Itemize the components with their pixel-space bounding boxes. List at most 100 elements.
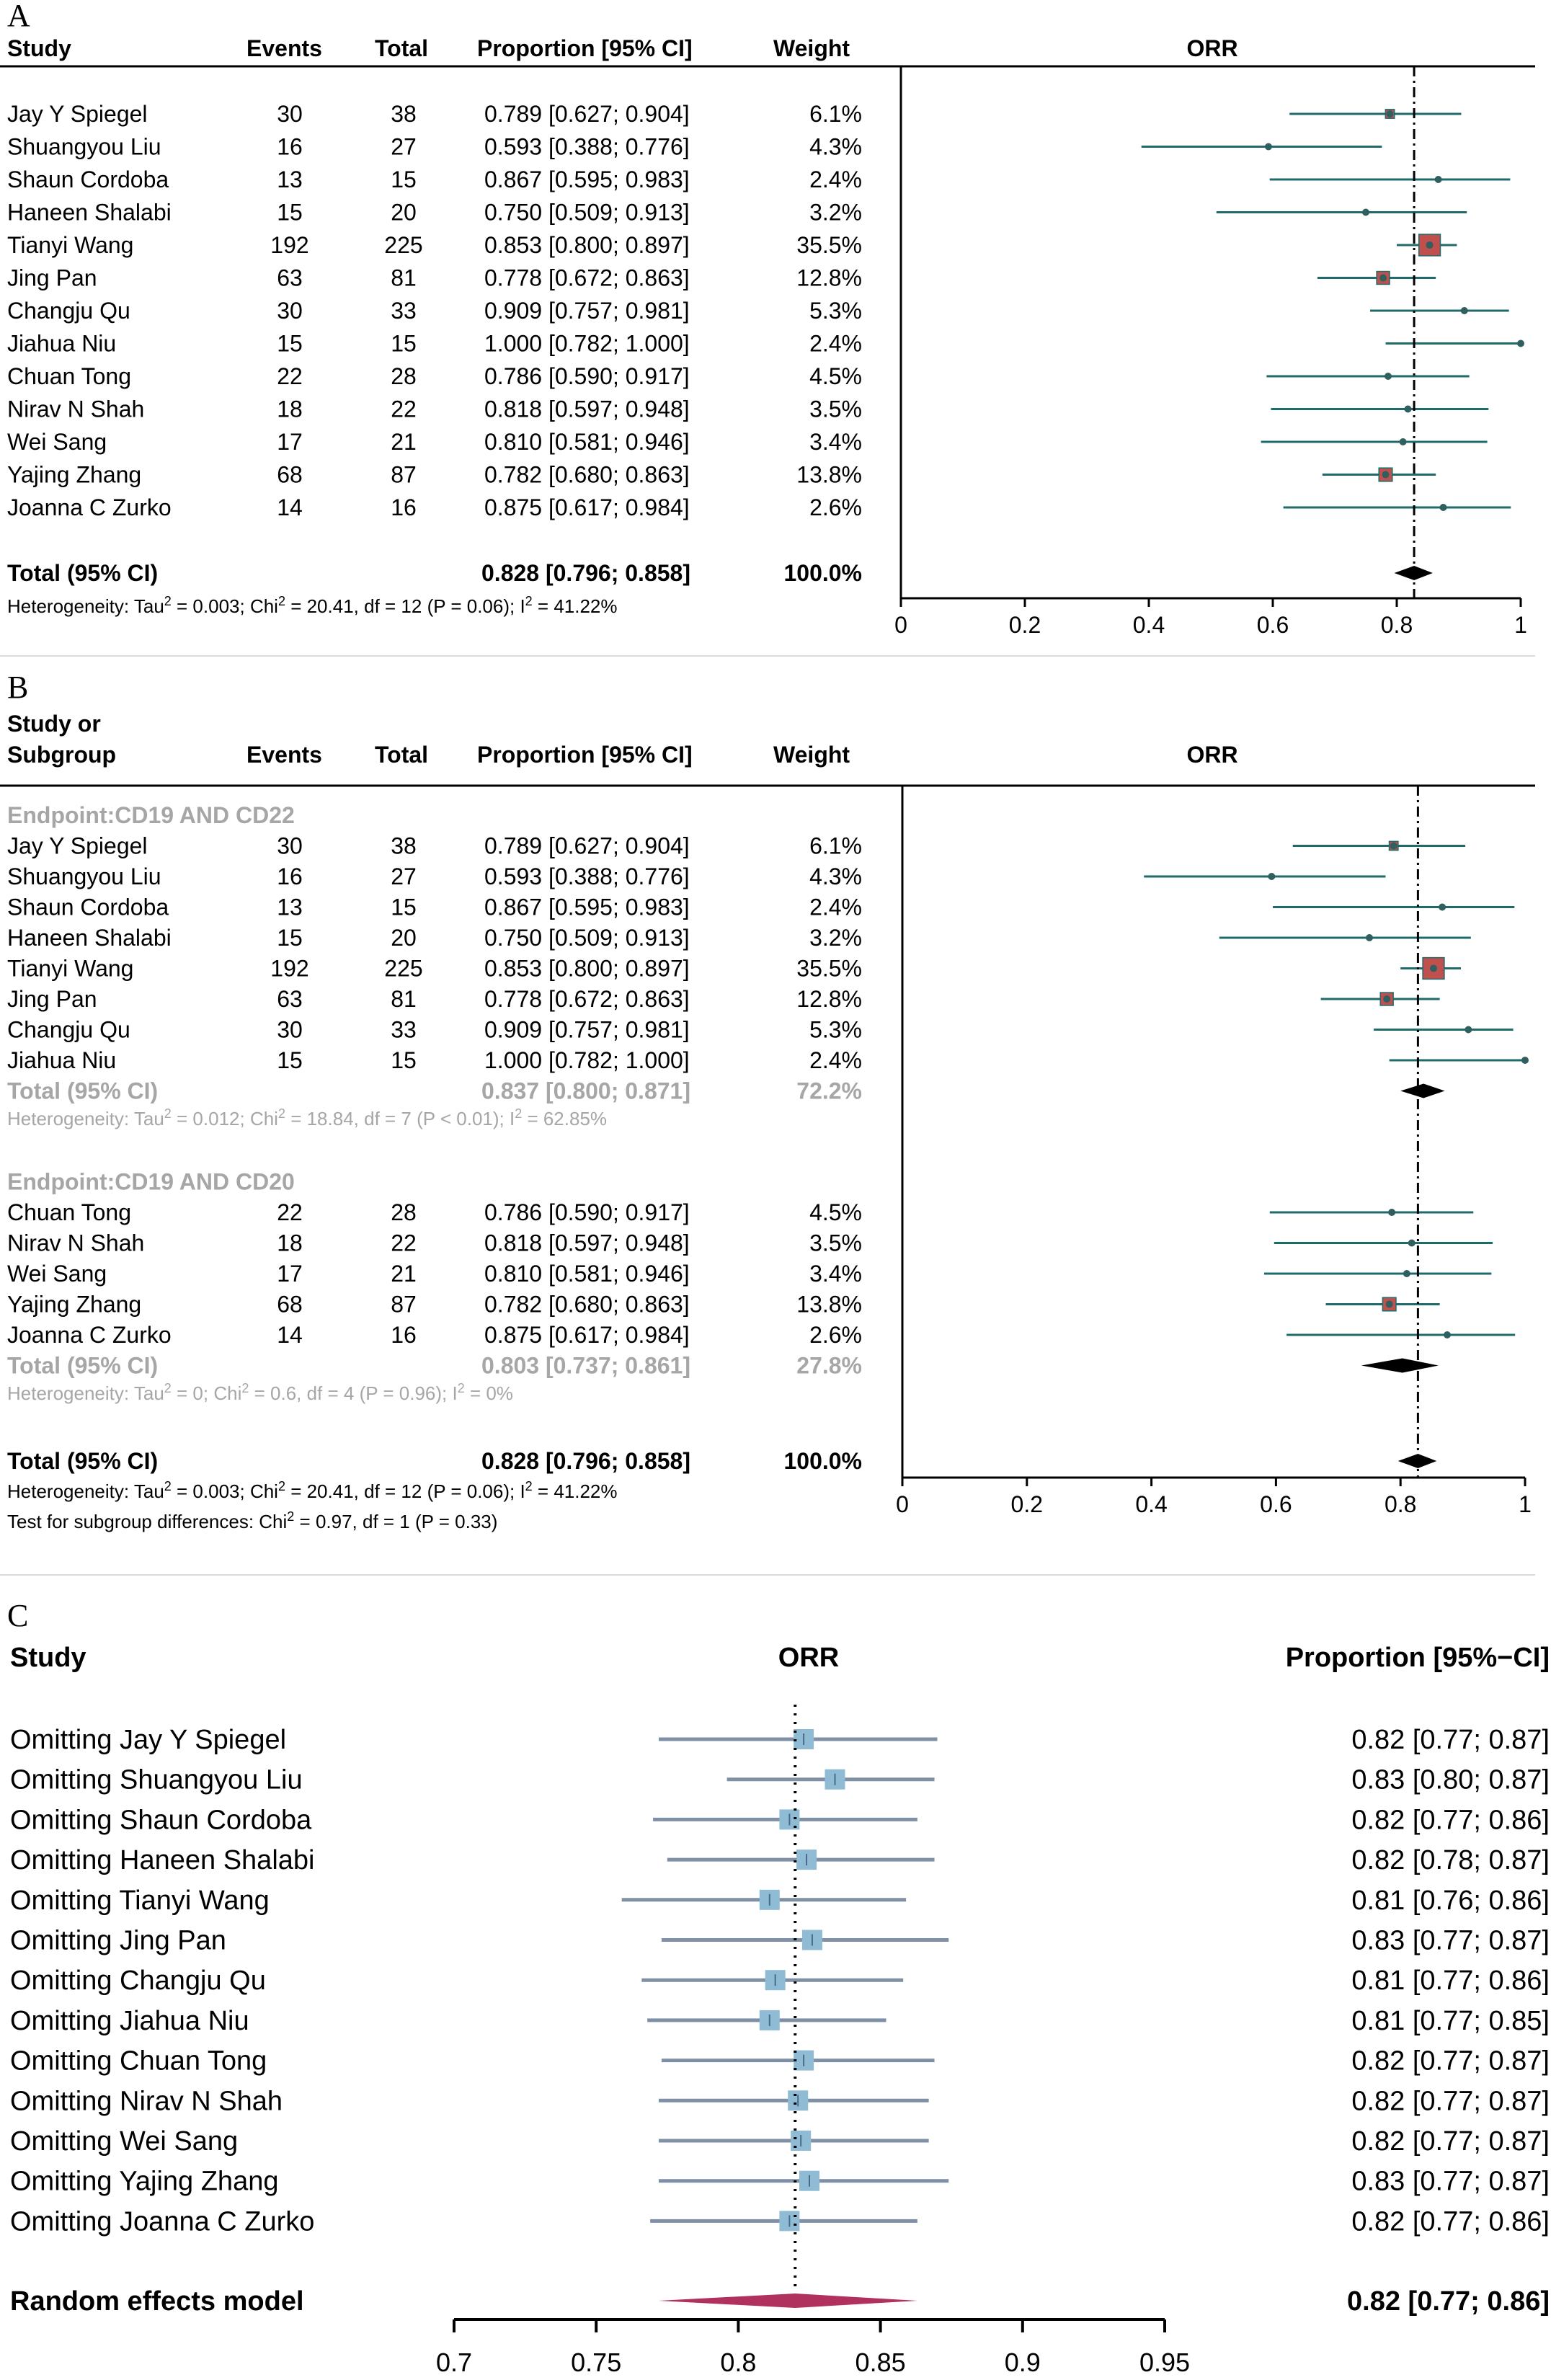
point-estimate	[1385, 1300, 1393, 1308]
a-header-weight: Weight	[773, 35, 850, 61]
point-estimate	[1382, 471, 1390, 479]
weight-value: 35.5%	[796, 956, 862, 982]
total-value: 15	[391, 894, 417, 920]
study-label: Yajing Zhang	[7, 462, 141, 488]
point-estimate	[1439, 903, 1446, 911]
weight-value: 6.1%	[809, 833, 862, 859]
panel-c: C Study ORR Proportion [95%−CI] Omitting…	[7, 1598, 1550, 2377]
x-tick-label: 0.75	[571, 2348, 621, 2377]
superscript-2: 2	[278, 1479, 285, 1493]
heterogeneity-part: = 0.003; Chi	[172, 595, 278, 617]
total-value: 225	[384, 232, 422, 258]
point-estimate	[1366, 934, 1373, 941]
proportion-ci-value: 0.867 [0.595; 0.983]	[484, 894, 690, 920]
proportion-ci-value: 0.82 [0.77; 0.86]	[1351, 2206, 1550, 2237]
heterogeneity-part: = 41.22%	[533, 1480, 618, 1502]
study-label: Omitting Tianyi Wang	[10, 1886, 270, 1916]
total-label: Total (95% CI)	[7, 560, 158, 586]
proportion-ci-value: 0.593 [0.388; 0.776]	[484, 134, 690, 160]
heterogeneity-part: = 20.41, df = 12 (P = 0.06); I	[285, 595, 525, 617]
b-header-weight: Weight	[773, 742, 850, 768]
weight-value: 35.5%	[796, 232, 862, 258]
total-value: 22	[391, 1230, 417, 1256]
weight-value: 5.3%	[809, 298, 862, 324]
proportion-ci-value: 0.875 [0.617; 0.984]	[484, 494, 690, 520]
study-label: Jay Y Spiegel	[7, 833, 148, 859]
study-label: Joanna C Zurko	[7, 1322, 172, 1348]
events-value: 30	[277, 298, 303, 324]
weight-value: 3.4%	[809, 429, 862, 455]
x-tick-label: 0.4	[1135, 1491, 1167, 1517]
proportion-ci-value: 0.818 [0.597; 0.948]	[484, 396, 690, 422]
study-label: Jing Pan	[7, 265, 97, 291]
study-label: Omitting Chuan Tong	[10, 2046, 267, 2077]
proportion-ci-value: 0.782 [0.680; 0.863]	[484, 1292, 690, 1318]
a-header-orr: ORR	[1186, 35, 1237, 61]
point-estimate	[1264, 143, 1272, 151]
study-label: Yajing Zhang	[7, 1292, 141, 1318]
events-value: 63	[277, 265, 303, 291]
events-value: 18	[277, 1230, 303, 1256]
proportion-ci-value: 0.789 [0.627; 0.904]	[484, 833, 690, 859]
total-value: 15	[391, 1047, 417, 1073]
total-weight-value: 100.0%	[783, 1448, 862, 1474]
weight-value: 12.8%	[796, 986, 862, 1012]
summary-diamond	[658, 2294, 917, 2308]
proportion-ci-value: 0.81 [0.77; 0.85]	[1351, 2006, 1550, 2036]
point-estimate	[1388, 1209, 1396, 1216]
events-value: 15	[277, 331, 303, 357]
proportion-ci-value: 0.83 [0.80; 0.87]	[1351, 1765, 1550, 1795]
weight-box	[1418, 234, 1441, 257]
weight-value: 3.2%	[809, 200, 862, 226]
weight-value: 3.5%	[809, 1230, 862, 1256]
study-label: Changju Qu	[7, 298, 130, 324]
study-label: Jing Pan	[7, 986, 97, 1012]
x-tick-label: 1	[1519, 1491, 1532, 1517]
study-label: Omitting Shuangyou Liu	[10, 1765, 303, 1795]
proportion-ci-value: 0.83 [0.77; 0.87]	[1351, 2167, 1550, 2197]
panel-a: A Study Events Total Proportion [95% CI]…	[0, 0, 1535, 657]
superscript-2: 2	[525, 594, 533, 608]
events-value: 14	[277, 494, 303, 520]
x-tick-label: 0.2	[1011, 1491, 1043, 1517]
total-value: 87	[391, 1292, 417, 1318]
events-value: 18	[277, 396, 303, 422]
total-value: 27	[391, 134, 417, 160]
panel-b: B Study or Subgroup Events Total Proport…	[0, 670, 1535, 1576]
proportion-ci-value: 0.82 [0.77; 0.87]	[1351, 2086, 1550, 2116]
proportion-ci-value: 0.82 [0.77; 0.87]	[1351, 1725, 1550, 1755]
subgroup-difference-test: Test for subgroup differences: Chi2 = 0.…	[7, 1509, 497, 1532]
weight-value: 3.2%	[809, 925, 862, 951]
weight-value: 2.6%	[809, 1322, 862, 1348]
study-label: Shaun Cordoba	[7, 894, 169, 920]
a-header-total: Total	[375, 35, 428, 61]
proportion-ci-value: 0.867 [0.595; 0.983]	[484, 166, 690, 192]
study-label: Omitting Haneen Shalabi	[10, 1845, 314, 1875]
events-value: 14	[277, 1322, 303, 1348]
proportion-ci-value: 0.786 [0.590; 0.917]	[484, 363, 690, 389]
events-value: 68	[277, 462, 303, 488]
b-header-orr: ORR	[1186, 742, 1237, 768]
events-value: 68	[277, 1292, 303, 1318]
proportion-ci-value: 0.778 [0.672; 0.863]	[484, 265, 690, 291]
total-value: 81	[391, 265, 417, 291]
c-header-orr: ORR	[778, 1643, 839, 1673]
events-value: 15	[277, 1047, 303, 1073]
proportion-ci-value: 0.593 [0.388; 0.776]	[484, 863, 690, 889]
test-part: Test for subgroup differences: Chi	[7, 1511, 287, 1532]
point-estimate	[1404, 405, 1412, 413]
total-value: 33	[391, 1017, 417, 1043]
proportion-ci-value: 0.81 [0.77; 0.86]	[1351, 1966, 1550, 1996]
x-tick-label: 0.6	[1260, 1491, 1292, 1517]
weight-value: 4.5%	[809, 363, 862, 389]
panel-a-letter: A	[7, 0, 30, 33]
study-label: Nirav N Shah	[7, 1230, 144, 1256]
x-tick-label: 0.7	[436, 2348, 472, 2377]
point-estimate	[1465, 1026, 1472, 1034]
proportion-ci-value: 0.853 [0.800; 0.897]	[484, 232, 690, 258]
total-value: 21	[391, 429, 417, 455]
point-estimate	[1384, 373, 1392, 380]
study-label: Tianyi Wang	[7, 232, 133, 258]
point-estimate	[1426, 241, 1434, 249]
